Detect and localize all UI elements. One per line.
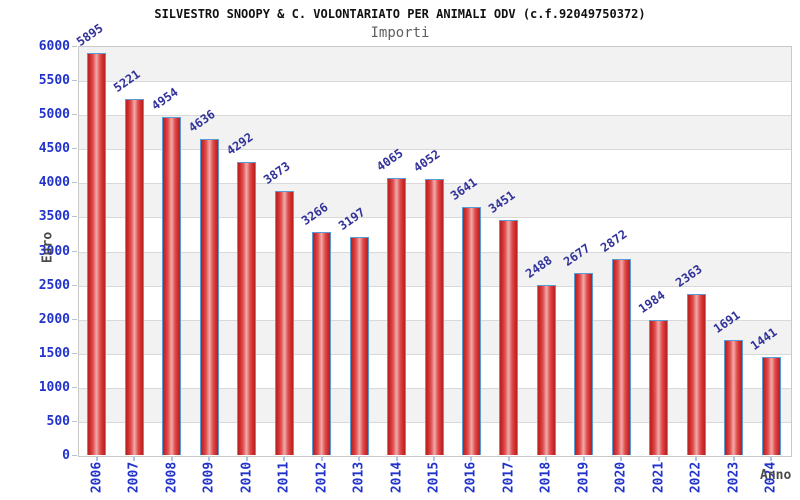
gridline [79, 81, 791, 83]
x-tick-label: 2008 [164, 461, 180, 494]
y-tick-label: 0 [62, 448, 70, 463]
y-tick-mark [72, 284, 77, 286]
y-tick-mark [72, 386, 77, 388]
x-tick-label: 2010 [239, 461, 255, 494]
gridline [79, 115, 791, 117]
chart-subtitle: Importi [370, 25, 430, 41]
x-tick-mark [433, 457, 435, 461]
bar-2015 [424, 178, 444, 455]
y-tick-mark [72, 250, 77, 252]
y-tick-label: 5500 [38, 73, 70, 89]
x-tick-mark [208, 457, 211, 461]
x-tick-label: 2016 [463, 461, 479, 494]
x-tick-mark [470, 457, 473, 461]
bar-2012 [312, 232, 332, 455]
x-tick-mark [770, 457, 773, 461]
x-tick-mark [245, 457, 248, 461]
x-tick-label: 2017 [501, 461, 517, 494]
bar-2022 [686, 293, 706, 455]
bar-2006 [87, 53, 107, 455]
x-tick-label: 2011 [276, 461, 292, 494]
bar-2021 [649, 319, 669, 455]
x-tick-mark [732, 457, 735, 461]
plot-band [79, 81, 791, 116]
y-tick-label: 5000 [38, 107, 70, 123]
x-tick-mark [170, 457, 173, 461]
bar-2014 [387, 177, 407, 455]
x-axis-title: Anno [760, 468, 792, 483]
x-tick-mark [657, 457, 660, 461]
y-tick-mark [72, 114, 77, 116]
x-tick-label: 2009 [201, 461, 217, 494]
bar-2016 [461, 206, 481, 455]
bar-2023 [724, 339, 744, 455]
bar-2013 [349, 237, 369, 455]
y-tick-label: 3000 [38, 243, 70, 259]
bar-2009 [199, 138, 219, 455]
y-tick-mark [72, 455, 77, 456]
x-tick-label: 2014 [389, 461, 405, 494]
x-tick-mark [283, 457, 286, 461]
y-tick-mark [72, 148, 77, 150]
plot-band [79, 47, 791, 82]
x-tick-mark [582, 457, 585, 461]
y-tick-label: 1500 [38, 345, 70, 361]
y-tick-mark [72, 46, 77, 47]
x-tick-label: 2021 [651, 461, 667, 494]
y-tick-mark [72, 80, 77, 82]
y-tick-label: 4000 [38, 175, 70, 191]
y-tick-mark [72, 216, 77, 218]
x-tick-label: 2007 [126, 461, 142, 494]
x-tick-mark [395, 457, 398, 461]
y-tick-mark [72, 352, 77, 354]
bar-2007 [124, 99, 144, 455]
x-tick-label: 2015 [426, 461, 442, 494]
y-tick-mark [72, 318, 77, 320]
x-tick-mark [133, 457, 136, 461]
chart-title: SILVESTRO SNOOPY & C. VOLONTARIATO PER A… [154, 7, 646, 21]
x-tick-label: 2018 [538, 461, 554, 494]
y-tick-label: 4500 [38, 141, 70, 157]
x-tick-mark [507, 457, 510, 461]
y-axis-title: Euro [40, 231, 56, 264]
x-tick-mark [320, 457, 323, 461]
y-tick-label: 2500 [38, 277, 70, 293]
bar-2019 [574, 272, 594, 455]
y-tick-mark [72, 182, 77, 184]
gridline [79, 149, 791, 151]
plot-band [79, 149, 791, 184]
x-tick-mark [545, 457, 548, 461]
bar-2018 [536, 285, 556, 455]
x-tick-label: 2023 [726, 461, 742, 494]
x-tick-label: 2012 [314, 461, 330, 494]
bar-2011 [274, 190, 294, 455]
x-tick-mark [620, 457, 623, 461]
bar-2017 [499, 219, 519, 455]
y-tick-label: 500 [46, 413, 70, 429]
bar-2008 [162, 117, 182, 455]
plot-band [79, 115, 791, 150]
x-tick-label: 2022 [688, 461, 704, 494]
y-tick-label: 2000 [38, 311, 70, 327]
x-tick-label: 2006 [89, 461, 105, 494]
x-tick-mark [358, 457, 361, 461]
y-tick-label: 1000 [38, 379, 70, 395]
x-tick-label: 2019 [576, 461, 592, 494]
bar-2024 [761, 356, 781, 455]
y-tick-mark [72, 420, 77, 422]
bar-2010 [237, 162, 257, 455]
x-tick-mark [695, 457, 698, 461]
x-tick-label: 2020 [613, 461, 629, 494]
x-tick-mark [95, 457, 98, 461]
y-tick-label: 3500 [38, 209, 70, 225]
x-tick-label: 2013 [351, 461, 367, 494]
y-tick-label: 6000 [38, 39, 70, 54]
bar-2020 [611, 259, 631, 455]
